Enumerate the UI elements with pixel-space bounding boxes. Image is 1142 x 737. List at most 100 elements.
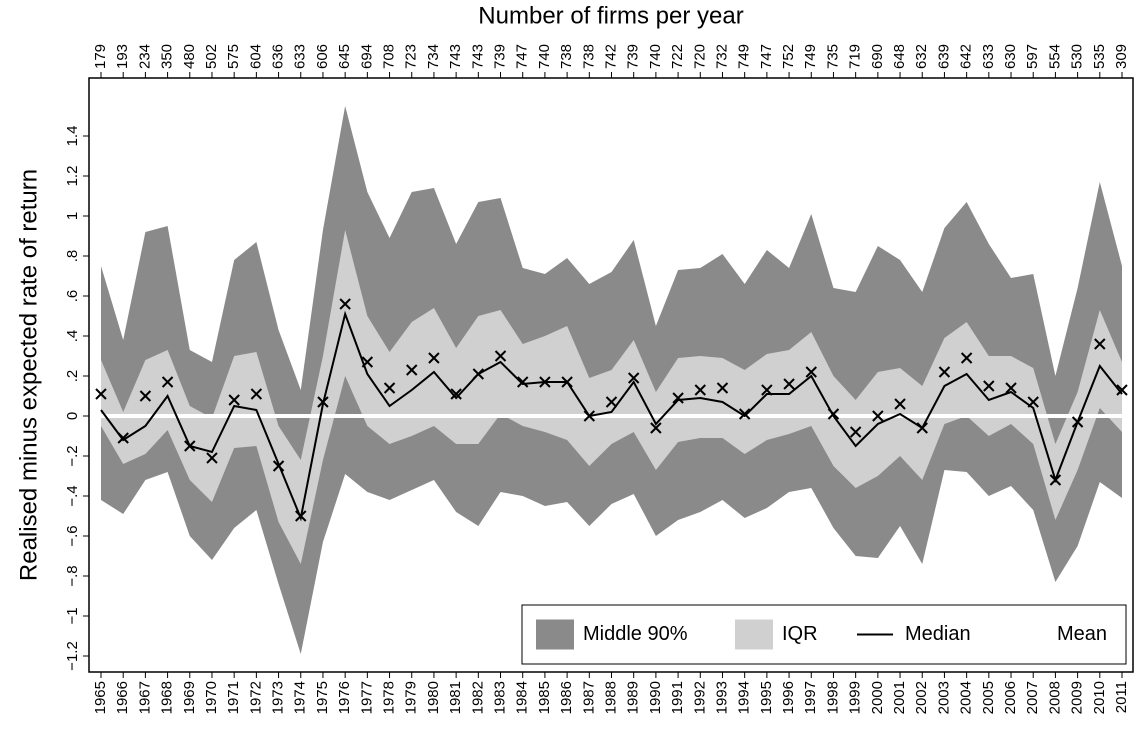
top-tick-label: 554 — [1046, 44, 1063, 69]
top-tick-label: 719 — [847, 44, 864, 69]
mean-marker — [627, 372, 640, 384]
mean-marker — [1027, 396, 1039, 408]
x-tick-label: 1998 — [824, 681, 841, 714]
x-tick-label: 1978 — [381, 681, 398, 714]
x-tick-label: 1977 — [358, 681, 375, 714]
mean-marker — [872, 410, 884, 422]
x-tick-label: 2006 — [1002, 681, 1019, 714]
x-tick-label: 1991 — [669, 681, 686, 714]
x-tick-label: 1988 — [602, 681, 619, 714]
mean-marker — [738, 408, 751, 420]
top-tick-label: 645 — [336, 44, 353, 69]
x-tick-label: 2007 — [1024, 681, 1041, 714]
top-tick-label: 739 — [491, 44, 508, 69]
top-tick-label: 309 — [1113, 44, 1130, 69]
x-tick-label: 1973 — [270, 681, 287, 714]
top-tick-label: 732 — [713, 44, 730, 69]
mean-marker — [206, 452, 218, 464]
top-tick-label: 179 — [92, 44, 109, 69]
mean-marker — [517, 376, 529, 388]
top-tick-label: 606 — [314, 44, 331, 69]
mean-marker — [694, 384, 706, 396]
x-tick-label: 1994 — [736, 681, 753, 714]
x-tick-label: 1992 — [691, 681, 708, 714]
top-tick-label: 739 — [625, 44, 642, 69]
mean-marker — [184, 440, 196, 452]
mean-marker — [761, 384, 773, 396]
x-tick-label: 2005 — [980, 681, 997, 714]
x-tick-label: 2008 — [1046, 681, 1063, 714]
top-tick-label: 742 — [602, 44, 619, 69]
mean-marker — [450, 388, 462, 400]
mean-marker — [117, 432, 129, 444]
mean-marker — [472, 368, 485, 380]
x-tick-label: 1983 — [491, 681, 508, 714]
x-tick-label: 1993 — [713, 681, 730, 714]
x-tick-label: 2010 — [1091, 681, 1108, 714]
x-tick-label: 1999 — [847, 681, 864, 714]
top-tick-label: 747 — [514, 44, 531, 69]
top-tick-label: 575 — [225, 44, 242, 69]
y-tick-label: −.4 — [64, 485, 81, 506]
x-tick-label: 2004 — [958, 681, 975, 714]
x-tick-label: 1970 — [203, 681, 220, 714]
mean-marker — [650, 422, 662, 434]
mean-marker — [272, 460, 285, 472]
mean-marker — [161, 376, 174, 388]
top-tick-label: 738 — [558, 44, 575, 69]
top-axis-title: Number of firms per year — [478, 2, 743, 29]
top-tick-label: 694 — [358, 44, 375, 69]
x-tick-label: 1980 — [425, 681, 442, 714]
y-tick-label: .8 — [64, 250, 81, 263]
x-tick-label: 1987 — [580, 681, 597, 714]
mean-marker — [383, 382, 396, 394]
y-tick-label: .4 — [64, 330, 81, 343]
x-tick-label: 1990 — [647, 681, 664, 714]
top-tick-label: 740 — [536, 44, 553, 69]
x-tick-label: 1985 — [536, 681, 553, 714]
x-tick-label: 1974 — [292, 681, 309, 714]
x-tick-label: 1966 — [114, 681, 131, 714]
top-tick-label: 749 — [736, 44, 753, 69]
y-tick-label: −1.2 — [64, 641, 81, 671]
mean-marker — [783, 378, 795, 390]
top-tick-label: 502 — [203, 44, 220, 69]
x-tick-label: 2009 — [1069, 681, 1086, 714]
mean-marker — [139, 390, 152, 402]
mean-marker — [605, 396, 618, 408]
band-area — [101, 230, 1122, 564]
y-tick-label: −.8 — [64, 565, 81, 586]
top-tick-label: 723 — [403, 44, 420, 69]
x-tick-label: 1997 — [802, 681, 819, 714]
mean-marker — [361, 356, 374, 368]
mean-marker — [805, 366, 817, 378]
mean-marker — [983, 380, 995, 392]
median-line — [100, 310, 1123, 522]
mean-marker — [672, 392, 684, 404]
y-tick-label: 0 — [64, 412, 81, 420]
y-tick-label: .6 — [64, 290, 81, 303]
top-tick-label: 734 — [425, 44, 442, 69]
mean-marker — [916, 422, 928, 434]
top-tick-label: 530 — [1069, 44, 1086, 69]
y-tick-label: −1 — [64, 607, 81, 624]
x-tick-label: 2000 — [869, 681, 886, 714]
x-tick-label: 1986 — [558, 681, 575, 714]
top-tick-label: 632 — [913, 44, 930, 69]
x-tick-label: 1972 — [247, 681, 264, 714]
legend-swatch — [536, 619, 574, 650]
top-tick-label: 740 — [647, 44, 664, 69]
mean-marker — [228, 394, 240, 406]
top-tick-label: 633 — [980, 44, 997, 69]
x-tick-label: 1969 — [181, 681, 198, 714]
y-tick-label: .2 — [64, 370, 81, 383]
legend-label: Mean — [1057, 623, 1107, 645]
top-tick-label: 535 — [1091, 44, 1108, 69]
y-tick-label: 1.4 — [64, 126, 81, 147]
legend-label: IQR — [782, 623, 818, 645]
x-tick-label: 1965 — [92, 681, 109, 714]
y-tick-label: −.2 — [64, 445, 81, 466]
x-tick-label: 1995 — [758, 681, 775, 714]
top-tick-label: 708 — [381, 44, 398, 69]
